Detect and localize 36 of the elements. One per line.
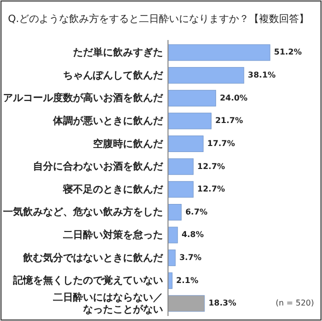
bar (168, 112, 212, 130)
data-label: 38.1% (248, 70, 276, 80)
bar (168, 136, 204, 152)
bar (168, 90, 216, 106)
y-tick-label: ただ単に飲みすぎた (73, 46, 163, 58)
y-tick-label: ちゃんぽんして飲んだ (63, 69, 164, 82)
y-tick-label: アルコール度数が高いお酒を飲んだ (3, 92, 164, 104)
y-tick-label: 空腹時に飲んだ (93, 138, 164, 150)
y-tick-label: 体調が悪いときに飲んだ (52, 114, 164, 127)
y-tick-label: 一気飲みなど、危ない飲み方をした (3, 206, 163, 218)
y-tick-label: 自分に合わないお酒を飲んだ (33, 160, 164, 172)
data-label: 17.7% (207, 138, 236, 148)
bar (168, 226, 178, 244)
bar (168, 204, 182, 220)
data-label: 3.7% (179, 253, 202, 262)
data-label: 2.1% (176, 276, 198, 285)
data-label: 24.0% (220, 93, 248, 102)
data-label: 12.7% (197, 184, 226, 194)
bar (168, 181, 194, 198)
y-tick-label: 飲む気分ではないときに飲んだ (22, 252, 164, 264)
data-label: 21.7% (215, 116, 243, 126)
y-tick-label: 二日酔いにはならない／なったことがない (53, 291, 163, 316)
chart-title: Q.どのような飲み方をすると二日酔いになりますか？【複数回答】 (8, 13, 310, 25)
data-label: 51.2% (274, 48, 302, 57)
bar (168, 295, 205, 312)
data-label: 4.8% (182, 230, 204, 240)
text: (n = 520) (276, 298, 314, 308)
data-label: 18.3% (208, 298, 236, 308)
bar (168, 67, 244, 84)
y-tick-label: 記憶を無くしたので覚えていない (12, 274, 163, 286)
bar (168, 44, 270, 61)
bar (168, 158, 194, 175)
data-label: 12.7% (197, 162, 226, 171)
data-label: 6.7% (185, 207, 208, 216)
y-tick-label: 二日酔い対策を怠った (63, 228, 163, 241)
y-tick-label: 寝不足のときに飲んだ (62, 183, 164, 196)
